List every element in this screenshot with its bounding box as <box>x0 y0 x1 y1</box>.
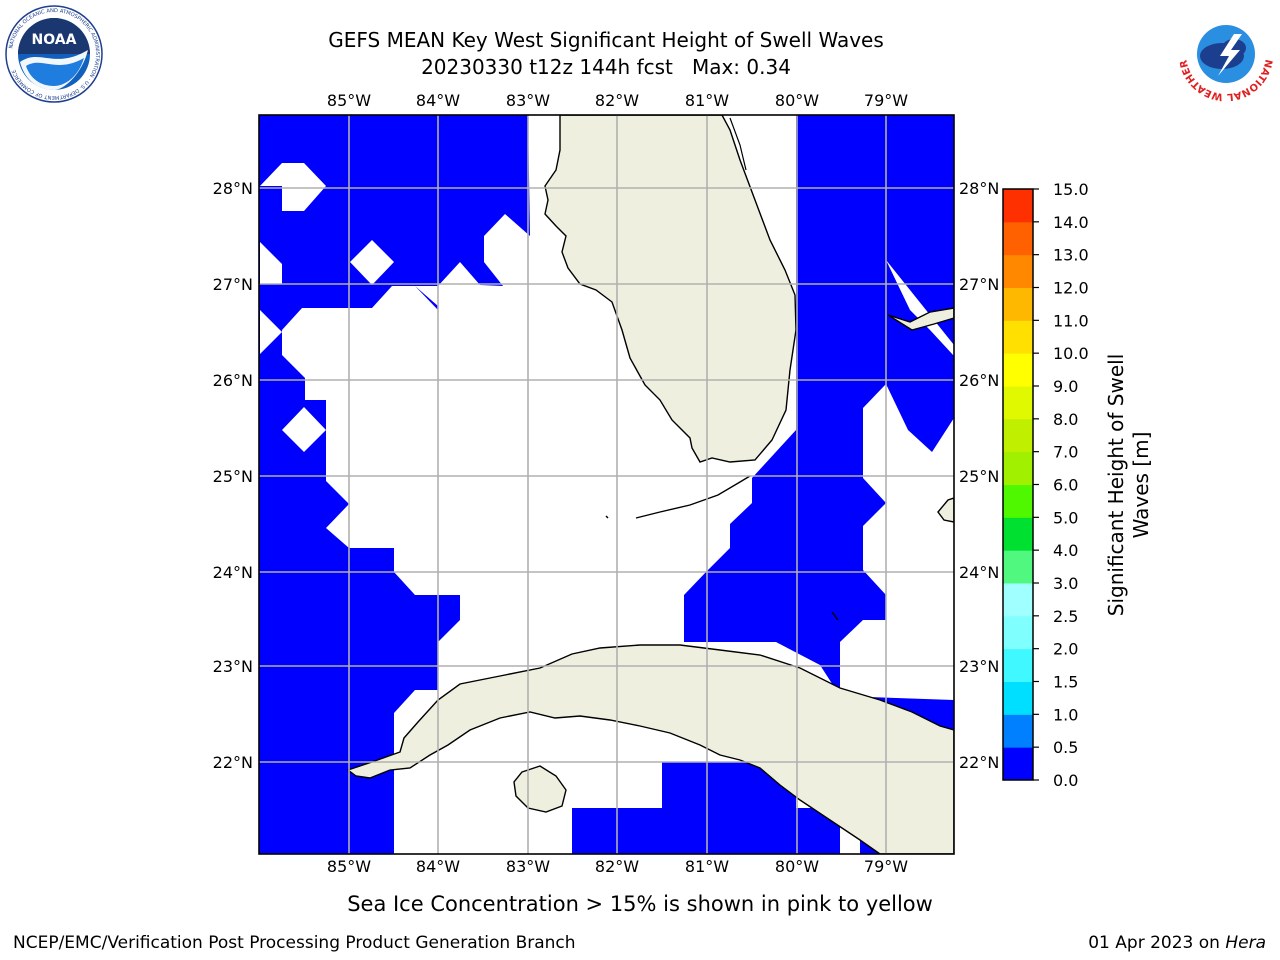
colorbar-tick-label: 12.0 <box>1053 279 1089 298</box>
colorbar-tick-label: 2.0 <box>1053 640 1078 659</box>
colorbar-swatch <box>1003 583 1033 617</box>
map-subtitle: 20230330 t12z 144h fcst Max: 0.34 <box>421 55 791 79</box>
colorbar-swatch <box>1003 648 1033 682</box>
colorbar-swatch <box>1003 747 1033 781</box>
lat-tick-left: 26°N <box>213 371 253 390</box>
colorbar-tick-label: 14.0 <box>1053 213 1089 232</box>
colorbar-tick-label: 10.0 <box>1053 344 1089 363</box>
lat-tick-right: 24°N <box>959 563 999 582</box>
colorbar-swatch <box>1003 451 1033 485</box>
colorbar-tick-label: 8.0 <box>1053 410 1078 429</box>
colorbar-tick-label: 3.0 <box>1053 574 1078 593</box>
lon-tick-bottom: 82°W <box>595 857 639 876</box>
colorbar-title: Significant Height of Swell Waves [m] <box>1104 354 1153 616</box>
lat-tick-left: 23°N <box>213 657 253 676</box>
cuba-land <box>346 644 954 854</box>
colorbar-tick-label: 1.5 <box>1053 673 1078 692</box>
lat-tick-right: 27°N <box>959 275 999 294</box>
colorbar-swatch <box>1003 714 1033 748</box>
colorbar-swatch <box>1003 517 1033 551</box>
colorbar-tick-label: 7.0 <box>1053 443 1078 462</box>
svg-text:NOAA: NOAA <box>32 32 77 48</box>
lon-tick-bottom: 81°W <box>685 857 729 876</box>
map-frame <box>258 114 955 855</box>
noaa-logo-icon: NATIONAL OCEANIC AND ATMOSPHERIC ADMINIS… <box>5 5 103 103</box>
lat-tick-right: 25°N <box>959 467 999 486</box>
colorbar-tick-label: 6.0 <box>1053 476 1078 495</box>
lat-tick-left: 25°N <box>213 467 253 486</box>
lon-tick-top: 84°W <box>416 91 460 110</box>
footer-date: 01 Apr 2023 on Hera <box>1088 931 1266 955</box>
footer-host: Hera <box>1225 933 1266 953</box>
colorbar-tick-label: 2.5 <box>1053 607 1078 626</box>
lat-tick-left: 27°N <box>213 275 253 294</box>
lon-tick-top: 85°W <box>327 91 371 110</box>
colorbar-swatch <box>1003 681 1033 715</box>
colorbar-swatch <box>1003 386 1033 420</box>
colorbar-label-line-2: Waves [m] <box>1129 432 1153 539</box>
colorbar-swatch <box>1003 550 1033 584</box>
isla-juventud-land <box>513 765 567 813</box>
colorbar-label-line-1: Significant Height of Swell <box>1104 354 1128 616</box>
colorbar-tick-label: 11.0 <box>1053 311 1089 330</box>
lon-tick-bottom: 84°W <box>416 857 460 876</box>
colorbar-swatch <box>1003 254 1033 288</box>
lat-tick-left: 22°N <box>213 753 253 772</box>
colorbar-tick-label: 0.5 <box>1053 738 1078 757</box>
lon-tick-bottom: 80°W <box>775 857 819 876</box>
lat-tick-left: 28°N <box>213 179 253 198</box>
colorbar: 0.0 0.5 1.0 1.5 2.0 2.5 3.0 4.0 5.0 6.0 7.0 8.0 9.0 1… <box>1002 180 1089 790</box>
lon-tick-top: 81°W <box>685 91 729 110</box>
lon-tick-bottom: 79°W <box>864 857 908 876</box>
colorbar-tick-label: 4.0 <box>1053 541 1078 560</box>
colorbar-tick-label: 15.0 <box>1053 180 1089 199</box>
colorbar-tick-label: 0.0 <box>1053 771 1078 790</box>
lon-tick-bottom: 85°W <box>327 857 371 876</box>
florida-land <box>544 115 797 463</box>
lon-tick-top: 83°W <box>506 91 550 110</box>
sea-ice-note: Sea Ice Concentration > 15% is shown in … <box>347 892 933 916</box>
colorbar-swatch <box>1003 189 1033 223</box>
lon-tick-top: 82°W <box>595 91 639 110</box>
colorbar-tick-label: 13.0 <box>1053 246 1089 265</box>
lat-tick-left: 24°N <box>213 563 253 582</box>
lon-tick-bottom: 83°W <box>506 857 550 876</box>
colorbar-swatch <box>1003 353 1033 387</box>
colorbar-swatch <box>1003 320 1033 354</box>
lat-tick-right: 26°N <box>959 371 999 390</box>
colorbar-swatch <box>1003 484 1033 518</box>
lon-tick-top: 80°W <box>775 91 819 110</box>
lat-tick-right: 28°N <box>959 179 999 198</box>
footer-date-text: 01 Apr 2023 on <box>1088 933 1226 953</box>
lat-tick-right: 23°N <box>959 657 999 676</box>
colorbar-tick-label: 5.0 <box>1053 508 1078 527</box>
colorbar-swatch <box>1003 221 1033 256</box>
nws-logo-icon: NATIONAL WEATHER SERVICE <box>1176 4 1274 102</box>
lat-tick-right: 22°N <box>959 753 999 772</box>
colorbar-tick-label: 9.0 <box>1053 377 1078 396</box>
colorbar-tick-label: 1.0 <box>1053 705 1078 724</box>
lon-tick-top: 79°W <box>864 91 908 110</box>
map-title: GEFS MEAN Key West Significant Height of… <box>328 28 884 52</box>
footer-credit: NCEP/EMC/Verification Post Processing Pr… <box>13 933 576 953</box>
colorbar-swatch <box>1003 615 1033 650</box>
colorbar-swatch <box>1003 287 1033 321</box>
colorbar-swatch <box>1003 418 1033 453</box>
